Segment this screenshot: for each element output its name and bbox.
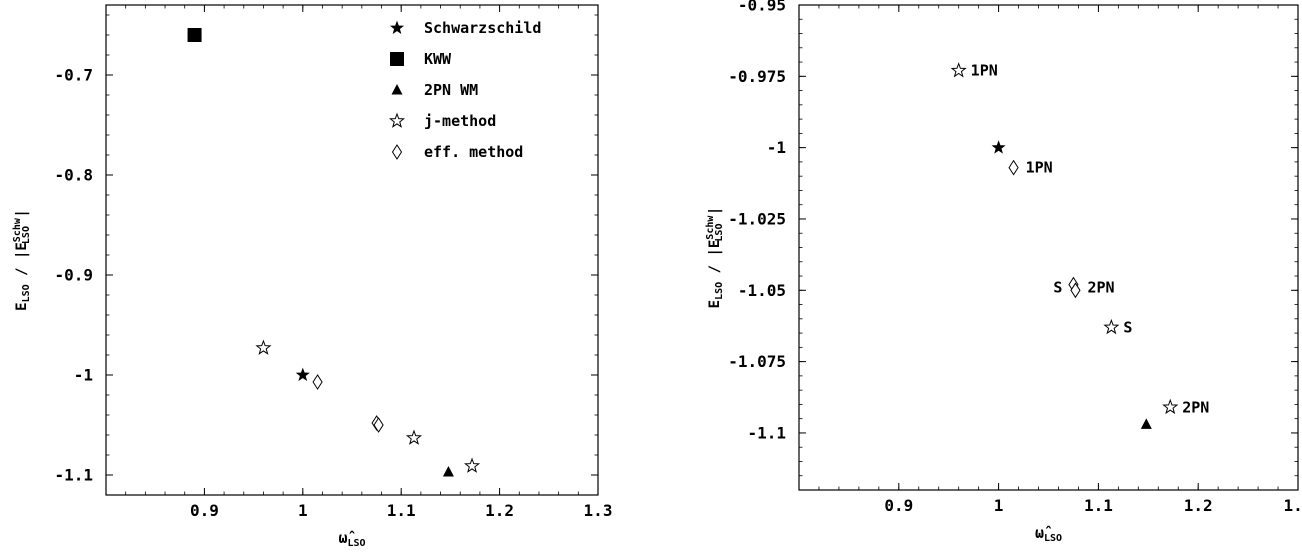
legend-marker (390, 52, 404, 66)
x-tick-label: 1 (298, 501, 308, 520)
y-tick-label: -0.95 (738, 0, 786, 15)
x-tick-label: 1.3 (1284, 496, 1302, 515)
y-tick-label: -1.05 (738, 281, 786, 300)
legend-label: eff. method (424, 143, 523, 161)
series-j-method (255, 339, 481, 473)
x-tick-label: 1 (994, 496, 1004, 515)
x-axis-label: ω̂LSO (338, 529, 365, 549)
y-tick-label: -0.7 (54, 66, 93, 85)
x-tick-label: 1.3 (584, 501, 613, 520)
y-tick-label: -0.8 (54, 166, 93, 185)
y-axis-label: ELSO / |ESchwLSO | (705, 207, 725, 309)
y-tick-label: -0.9 (54, 266, 93, 285)
data-point (1140, 418, 1152, 429)
series-2pn-wm (442, 466, 454, 477)
data-point (295, 367, 310, 381)
x-tick-label: 0.9 (884, 496, 913, 515)
x-axis-label: ω̂LSO (1035, 524, 1062, 544)
legend-label: 2PN WM (424, 81, 478, 99)
y-tick-label: -1.025 (728, 209, 786, 228)
chart-panel-1: 0.9 1 1.1 1.2 1.3 -0.7 -0.8 -0.9 -1 -1.1 ω̂LSO ELSO… (12, 4, 613, 549)
legend-label: Schwarzschild (424, 19, 541, 37)
series-kww (187, 28, 202, 42)
legend-marker (391, 144, 403, 160)
series-open-star (950, 62, 1179, 415)
y-tick-label: -1.1 (747, 423, 786, 442)
y-tick-label: -1.075 (728, 352, 786, 371)
series-filled-star (991, 140, 1006, 154)
x-tick-label: 1.2 (485, 501, 514, 520)
series-eff-method (312, 374, 384, 433)
legend-label: KWW (424, 50, 452, 68)
data-point (1070, 282, 1081, 299)
point-annotation: S (1123, 318, 1132, 336)
data-point (405, 429, 423, 445)
point-annotation: 2PN (1182, 398, 1209, 416)
y-tick-label: -1 (74, 366, 93, 385)
y-tick-label: -0.975 (728, 67, 786, 86)
data-point (373, 417, 384, 433)
point-annotation: 1PN (971, 62, 998, 80)
series-open-diamond (1008, 159, 1081, 299)
data-point (950, 62, 967, 78)
x-tick-label: 0.9 (190, 501, 219, 520)
legend: Schwarzschild KWW 2PN WM j-method eff. metho… (388, 19, 541, 161)
point-annotation: S (1053, 278, 1062, 296)
data-point (1162, 398, 1179, 415)
plot-frame (798, 4, 1299, 491)
data-point (1103, 318, 1120, 335)
legend-label: j-method (424, 112, 496, 130)
data-point (991, 140, 1006, 154)
x-tick-label: 1.1 (1084, 496, 1113, 515)
data-point (312, 374, 323, 390)
y-tick-label: -1 (767, 138, 786, 157)
legend-marker (388, 112, 406, 128)
x-tick-label: 1.1 (387, 501, 416, 520)
data-point (464, 457, 481, 473)
point-annotation: 2PN (1087, 278, 1114, 296)
plot-frame (105, 4, 599, 496)
y-axis-label: ELSO / |ESchwLSO | (12, 209, 32, 311)
data-point (1008, 159, 1019, 176)
series-filled-triangle (1140, 418, 1152, 429)
legend-marker (389, 20, 405, 34)
point-annotation: 1PN (1026, 159, 1053, 177)
x-tick-label: 1.2 (1184, 496, 1213, 515)
y-tick-label: -1.1 (54, 466, 93, 485)
data-point (187, 28, 202, 42)
legend-marker (391, 84, 403, 95)
data-point (255, 339, 272, 355)
chart-panel-2: 0.9 1 1.1 1.2 1.3 -0.95 -0.975 -1 -1.025 -1.05 -1.… (705, 0, 1302, 544)
data-point (442, 466, 454, 477)
series-schwarzschild (295, 367, 310, 381)
